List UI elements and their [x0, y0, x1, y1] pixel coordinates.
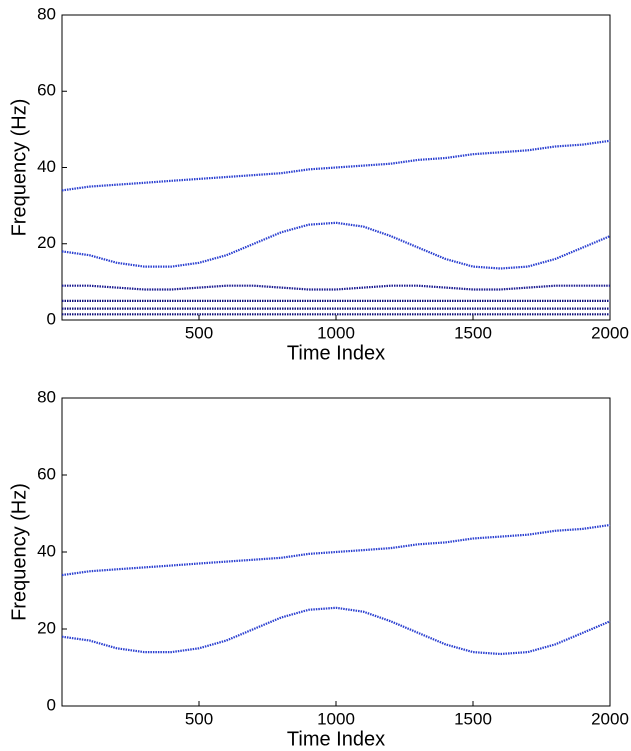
ridge-line	[61, 523, 611, 577]
x-axis-label: Time Index	[287, 342, 385, 364]
x-tick-label: 500	[185, 709, 213, 728]
ridge-line	[61, 139, 611, 192]
x-tick-label: 500	[185, 323, 213, 342]
y-tick-label: 40	[37, 157, 56, 176]
x-tick-label: 1500	[454, 709, 492, 728]
y-tick-label: 60	[37, 81, 56, 100]
y-tick-label: 0	[47, 695, 56, 714]
y-tick-label: 20	[37, 618, 56, 637]
y-tick-label: 60	[37, 464, 56, 483]
y-tick-label: 40	[37, 541, 56, 560]
ridge-line	[61, 606, 611, 656]
x-tick-label: 2000	[591, 709, 629, 728]
ridge-line	[62, 284, 610, 291]
chart: 500 1000 1500 2000 0 20 40 60 80 Time Index Freque…	[8, 387, 629, 750]
y-axis-label: Frequency (Hz)	[8, 483, 30, 621]
x-tick-label: 1000	[317, 323, 355, 342]
x-tick-label: 1000	[317, 709, 355, 728]
y-tick-label: 80	[37, 387, 56, 406]
x-tick-label: 2000	[591, 323, 629, 342]
x-tick-label: 1500	[454, 323, 492, 342]
ridge-line	[61, 221, 611, 270]
y-tick-label: 20	[37, 233, 56, 252]
y-tick-label: 80	[37, 4, 56, 23]
chart: 500 1000 1500 2000 0 20 40 60 80 Time Index Freque…	[8, 4, 629, 364]
y-tick-label: 0	[47, 309, 56, 328]
y-axis-label: Frequency (Hz)	[8, 99, 30, 237]
x-axis-label: Time Index	[287, 728, 385, 750]
